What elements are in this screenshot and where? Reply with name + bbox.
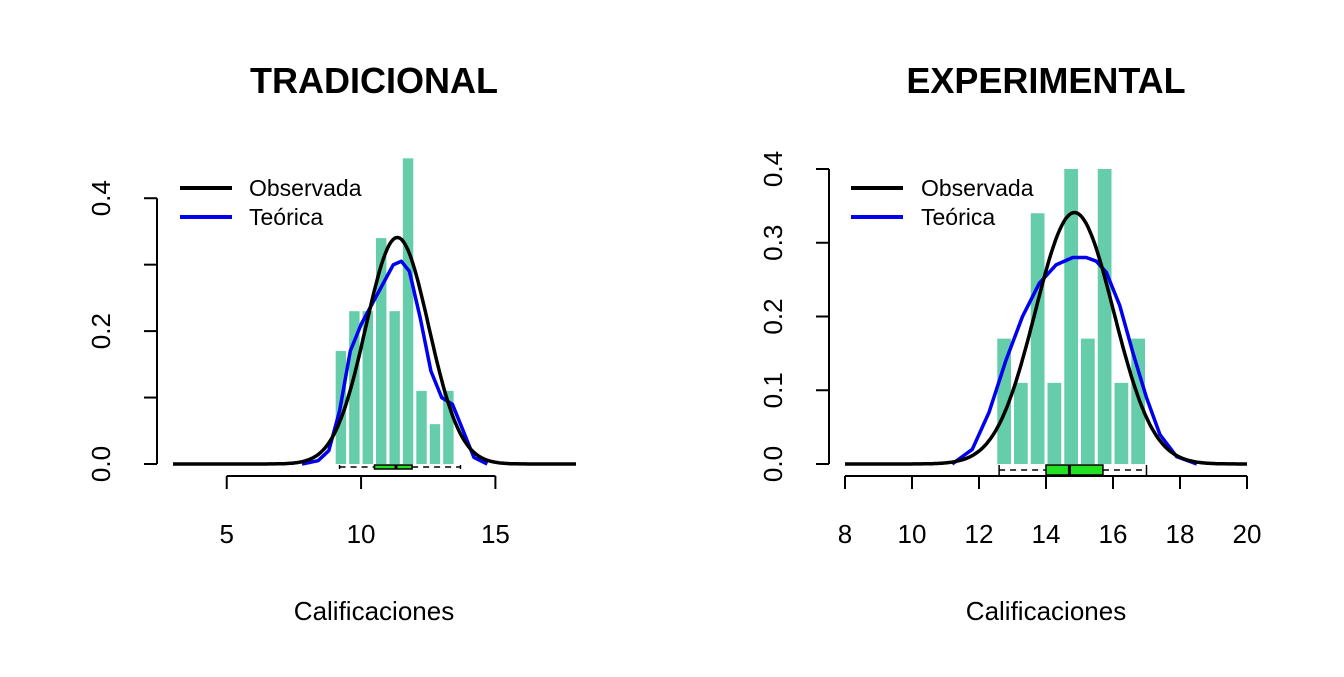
histogram-bar [443,390,454,464]
histogram-bar [997,338,1011,464]
y-tick-label: 0.4 [758,151,788,187]
series-line-observada [844,210,1248,466]
x-axis: 5 10 15 [219,475,510,549]
histogram-bar [1014,382,1028,464]
boxplot [998,464,1148,476]
x-axis: 8 10 12 14 16 18 20 [838,475,1262,549]
histogram-bar [389,311,400,464]
histogram-bar [349,311,360,464]
panel-experimental: EXPERIMENTAL Calificaciones 0.0 0.1 0.2 0.3… [758,60,1261,626]
y-tick-label: 0.0 [86,446,116,482]
x-tick-label: 5 [219,519,233,549]
histogram-bar [376,238,387,464]
histogram-bar [362,311,373,464]
x-tick-label: 15 [481,519,510,549]
y-tick-label: 0.1 [758,372,788,408]
y-tick-label: 0.0 [758,446,788,482]
y-tick-label: 0.3 [758,225,788,261]
series-line-observada [172,235,577,466]
x-tick-label: 18 [1166,519,1195,549]
x-tick-label: 10 [347,519,376,549]
y-tick-label: 0.4 [86,180,116,216]
legend: Observada Teórica [180,175,362,230]
legend-label-observada: Observada [921,175,1034,201]
x-tick-label: 20 [1233,519,1262,549]
chart-title: TRADICIONAL [250,60,498,101]
histogram-bar [1030,213,1045,464]
x-tick-label: 14 [1032,519,1061,549]
panel-tradicional: TRADICIONAL Calificaciones 0.0 0.2 0.4 5 10 1… [86,60,577,626]
x-axis-title: Calificaciones [966,596,1126,626]
x-tick-label: 10 [898,519,927,549]
histogram-bar [416,390,427,464]
bars-group [997,169,1145,464]
legend-label-observada: Observada [249,175,362,201]
legend: Observada Teórica [851,175,1034,230]
series-line-teorica [951,255,1198,466]
histogram-bar [1114,382,1129,464]
legend-label-teorica: Teórica [921,204,995,230]
x-tick-label: 8 [838,519,852,549]
chart-title: EXPERIMENTAL [906,60,1185,101]
y-tick-label: 0.2 [758,298,788,334]
y-tick-label: 0.2 [86,313,116,349]
legend-label-teorica: Teórica [249,204,323,230]
histogram-bar [1097,169,1112,464]
histogram-bar [402,158,414,464]
boxplot-box [1045,464,1104,476]
y-axis: 0.0 0.2 0.4 [86,180,158,482]
boxplot-box [373,464,413,470]
x-axis-title: Calificaciones [294,596,454,626]
x-tick-label: 12 [965,519,994,549]
bars-group [335,158,454,464]
y-axis: 0.0 0.1 0.2 0.3 0.4 [758,151,830,482]
x-tick-label: 16 [1099,519,1128,549]
series-line-teorica [301,259,489,466]
histogram-bar [429,424,441,464]
histogram-bar [1064,169,1078,464]
histogram-bar [1081,338,1095,464]
boxplot [338,464,462,470]
histogram-bar [1047,382,1062,464]
